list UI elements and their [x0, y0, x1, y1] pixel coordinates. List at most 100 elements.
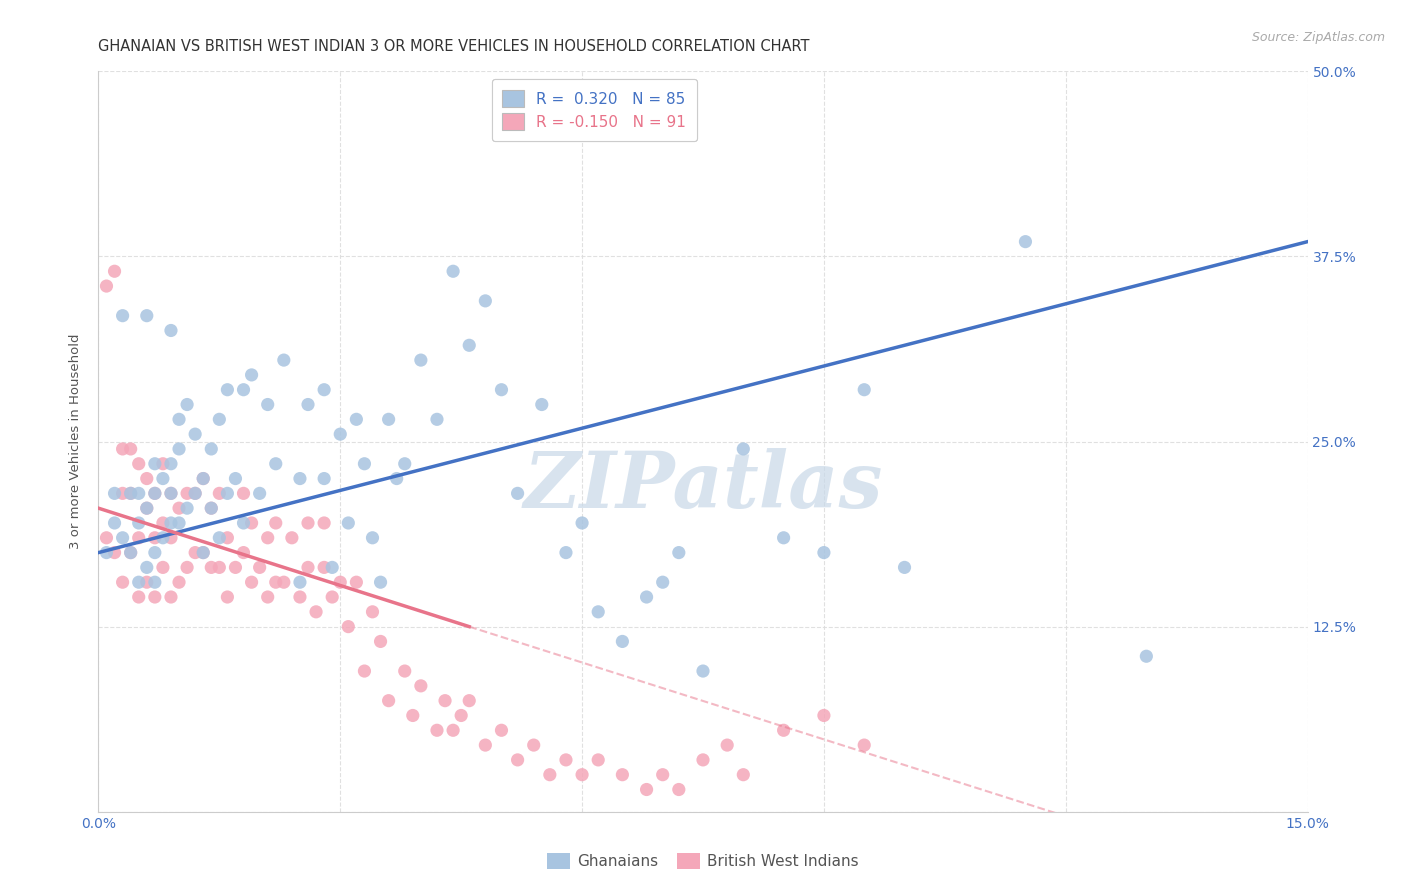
- Point: [474, 738, 496, 752]
- Point: [96, 531, 118, 545]
- Point: [120, 486, 142, 500]
- Point: [217, 486, 239, 500]
- Point: [167, 501, 190, 516]
- Point: [692, 664, 714, 678]
- Point: [297, 516, 319, 530]
- Point: [135, 501, 157, 516]
- Point: [143, 590, 166, 604]
- Point: [128, 457, 150, 471]
- Point: [530, 398, 553, 412]
- Point: [297, 560, 319, 574]
- Point: [361, 531, 384, 545]
- Point: [361, 605, 384, 619]
- Point: [143, 546, 166, 560]
- Point: [370, 575, 392, 590]
- Point: [506, 486, 529, 500]
- Point: [224, 560, 246, 574]
- Point: [636, 782, 658, 797]
- Point: [200, 501, 222, 516]
- Point: [441, 723, 464, 738]
- Point: [353, 664, 375, 678]
- Point: [128, 516, 150, 530]
- Point: [143, 531, 166, 545]
- Point: [538, 767, 561, 781]
- Point: [651, 575, 673, 590]
- Point: [232, 546, 254, 560]
- Point: [200, 501, 222, 516]
- Point: [651, 767, 673, 781]
- Text: Source: ZipAtlas.com: Source: ZipAtlas.com: [1251, 31, 1385, 45]
- Point: [249, 560, 271, 574]
- Point: [120, 442, 142, 456]
- Point: [329, 427, 352, 442]
- Point: [160, 486, 183, 500]
- Point: [434, 694, 457, 708]
- Point: [377, 694, 399, 708]
- Y-axis label: 3 or more Vehicles in Household: 3 or more Vehicles in Household: [69, 334, 83, 549]
- Text: ZIPatlas: ZIPatlas: [523, 448, 883, 524]
- Point: [893, 560, 915, 574]
- Point: [152, 560, 174, 574]
- Point: [208, 486, 231, 500]
- Point: [167, 516, 190, 530]
- Point: [217, 590, 239, 604]
- Point: [193, 546, 215, 560]
- Point: [772, 723, 794, 738]
- Point: [111, 575, 134, 590]
- Point: [409, 353, 432, 368]
- Point: [143, 486, 166, 500]
- Point: [571, 767, 593, 781]
- Point: [224, 471, 246, 485]
- Point: [128, 590, 150, 604]
- Point: [337, 516, 360, 530]
- Point: [184, 427, 207, 442]
- Point: [394, 664, 416, 678]
- Point: [96, 546, 118, 560]
- Point: [249, 486, 271, 500]
- Point: [394, 457, 416, 471]
- Point: [167, 412, 190, 426]
- Point: [111, 442, 134, 456]
- Point: [314, 516, 336, 530]
- Point: [586, 753, 609, 767]
- Point: [409, 679, 432, 693]
- Point: [103, 546, 125, 560]
- Point: [200, 442, 222, 456]
- Point: [96, 279, 118, 293]
- Point: [143, 457, 166, 471]
- Point: [458, 338, 481, 352]
- Point: [273, 575, 295, 590]
- Legend: Ghanaians, British West Indians: Ghanaians, British West Indians: [541, 847, 865, 875]
- Point: [813, 708, 835, 723]
- Point: [305, 605, 328, 619]
- Point: [571, 516, 593, 530]
- Point: [193, 471, 215, 485]
- Point: [353, 457, 375, 471]
- Point: [176, 398, 198, 412]
- Point: [385, 471, 408, 485]
- Point: [176, 501, 198, 516]
- Point: [668, 546, 690, 560]
- Point: [612, 634, 634, 648]
- Point: [167, 575, 190, 590]
- Point: [612, 767, 634, 781]
- Point: [426, 412, 449, 426]
- Point: [288, 471, 311, 485]
- Point: [160, 486, 183, 500]
- Point: [716, 738, 738, 752]
- Point: [264, 457, 287, 471]
- Point: [458, 694, 481, 708]
- Point: [135, 575, 157, 590]
- Point: [232, 383, 254, 397]
- Point: [184, 486, 207, 500]
- Point: [256, 531, 278, 545]
- Point: [314, 383, 336, 397]
- Point: [491, 723, 513, 738]
- Point: [321, 590, 343, 604]
- Point: [264, 575, 287, 590]
- Point: [232, 486, 254, 500]
- Point: [184, 546, 207, 560]
- Point: [208, 531, 231, 545]
- Point: [377, 412, 399, 426]
- Point: [474, 293, 496, 308]
